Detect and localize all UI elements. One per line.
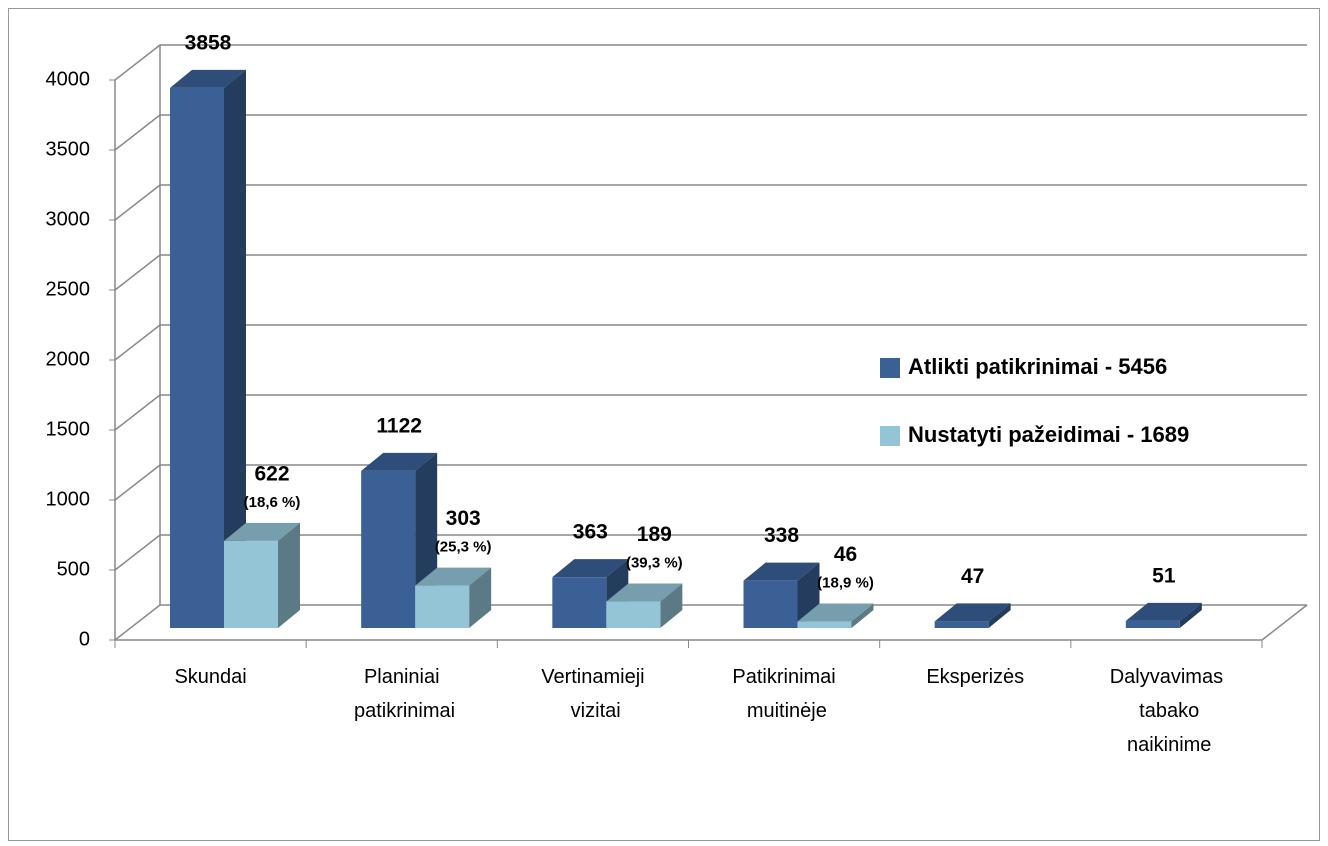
bar-front [1125,620,1180,628]
bar-front [552,577,607,628]
bar [415,567,492,628]
bar-side [1179,602,1202,628]
bar-side [469,567,492,628]
bar [743,562,820,628]
value-label: 51 [1152,564,1176,587]
y-tick-label: 3000 [46,208,91,230]
bar [224,522,300,628]
legend-label: Atlikti patikrinimai - 5456 [908,354,1167,379]
x-tick-label: Vertinamieji vizitai [541,666,644,722]
bar [1125,602,1202,628]
bar-top [797,603,874,622]
bar-top [606,583,683,602]
bar-top [743,562,820,581]
value-label: 622 [254,462,289,485]
value-label: 1122 [376,414,422,437]
bar-top [170,69,246,88]
bar-top [361,452,438,471]
bar-side [660,583,683,628]
bar-side [224,69,246,628]
bar-side [988,603,1011,628]
x-tick-label: Patikrinimai muitinėje [732,666,835,722]
bar [606,583,683,628]
value-label: 363 [573,521,608,544]
bar-front [797,621,852,628]
bar-top [552,559,629,578]
bar-top [1125,602,1202,621]
y-tick-label: 1000 [46,488,91,510]
value-label: 46 [834,543,857,566]
bar-front [743,580,798,628]
x-tick-label: Dalyvavimas tabako naikinime [1110,666,1223,756]
bar-front [606,601,661,628]
bar-top [934,603,1011,622]
bar-side [278,522,300,628]
bar [797,603,874,628]
annotation: (18,6 %) [244,494,301,511]
x-tick-label: Eksperizės [926,666,1024,688]
annotation: (39,3 %) [626,555,683,572]
bar-front [224,540,278,628]
y-tick-label: 2500 [46,278,91,300]
annotation: (18,9 %) [817,575,874,592]
y-tick-label: 3500 [46,138,91,160]
annotation: (25,3 %) [435,539,492,556]
bar [170,69,246,628]
value-label: 3858 [185,31,232,54]
bar-front [170,87,224,628]
bar-side [851,603,874,628]
bar-front [415,585,470,628]
value-label: 303 [446,507,481,530]
y-tick-label: 0 [79,628,90,650]
bar-top [224,522,300,541]
value-label: 338 [764,524,799,547]
legend-label: Nustatyti pažeidimai - 1689 [908,422,1189,447]
x-tick-label: Skundai [174,666,246,688]
y-tick-label: 1500 [46,418,91,440]
y-tick-label: 4000 [46,68,91,90]
legend-swatch [880,426,900,446]
bar-top [415,567,492,586]
bar-front [934,621,989,628]
y-tick-label: 2000 [46,348,91,370]
legend-swatch [880,358,900,378]
value-label: 189 [637,523,672,546]
y-tick-label: 500 [57,558,90,580]
x-tick-label: Planiniai patikrinimai [348,666,455,722]
bar [934,603,1011,628]
value-label: 47 [961,565,984,588]
bar-front [361,470,416,628]
